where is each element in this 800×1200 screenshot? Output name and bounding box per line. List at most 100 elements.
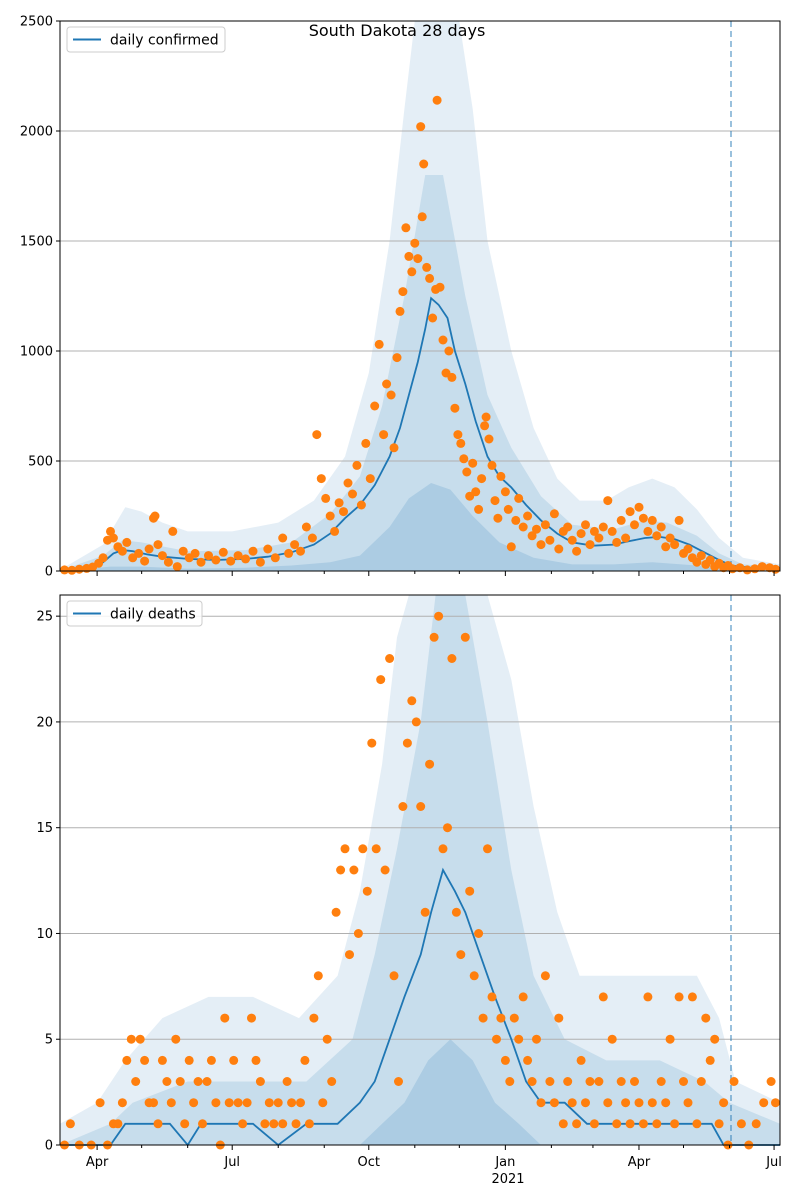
confirmed-data-point [389,443,399,453]
deaths-data-point [505,1077,515,1086]
deaths-data-point [149,1098,158,1108]
deaths-panel: 0 5 10 15 20 25 Apr Jul Oct Jan Apr Jul daily deat… [36,594,782,1170]
deaths-data-point [647,1098,657,1108]
deaths-data-point [496,1013,506,1023]
confirmed-data-point [422,262,432,272]
deaths-data-point [598,992,608,1002]
deaths-data-point [710,1034,720,1044]
confirmed-data-point [696,551,706,561]
confirmed-data-point [490,496,500,506]
confirmed-data-point [330,526,340,536]
deaths-data-point [456,950,466,960]
deaths-data-point [398,802,408,811]
deaths-data-point [549,1098,559,1108]
deaths-data-point [771,1098,780,1108]
deaths-data-point [465,886,475,896]
confirmed-data-point [122,537,132,547]
deaths-data-point [95,1098,105,1108]
confirmed-data-point [493,513,503,523]
confirmed-data-point [771,564,780,574]
deaths-data-point [318,1098,328,1108]
confirmed-data-point [361,438,371,448]
deaths-y-tick-label: 25 [36,610,53,625]
deaths-data-point [353,929,363,938]
confirmed-data-point [374,339,384,349]
confirmed-data-point [594,533,604,543]
confirmed-data-point [692,557,702,567]
deaths-data-point [385,654,395,663]
deaths-axes-frame [59,594,781,1146]
confirmed-data-point [540,520,550,530]
confirmed-data-point [612,537,622,547]
deaths-data-point [411,717,421,727]
confirmed-data-point [290,540,300,550]
deaths-data-point [474,929,484,938]
deaths-data-point [229,1055,239,1065]
deaths-data-point [643,992,653,1002]
confirmed-data-point [705,555,715,565]
confirmed-data-point [67,565,77,575]
confirmed-data-point [395,306,405,316]
deaths-data-point [705,1055,715,1065]
deaths-data-point [492,1034,501,1044]
deaths-y-tick-label: 0 [45,1139,53,1154]
deaths-data-point [113,1119,123,1129]
confirmed-data-point [157,551,167,561]
deaths-data-point [327,1077,337,1086]
confirmed-data-point [511,515,521,525]
deaths-data-point [260,1119,270,1129]
confirmed-data-point [757,562,767,572]
deaths-data-point [447,654,457,663]
deaths-data-point [714,1119,724,1129]
deaths-data-point [402,738,412,748]
confirmed-data-point [140,556,150,566]
confirmed-data-point [674,515,684,525]
confirmed-legend-box [66,26,226,53]
deaths-data-point [117,1098,127,1108]
deaths-data-point [523,1055,533,1065]
deaths-data-point [607,1034,617,1044]
confirmed-axes-frame [59,20,781,572]
deaths-data-point [514,1034,524,1044]
deaths-band-lower [60,1039,780,1145]
deaths-data-point [500,1055,510,1065]
confirmed-data-point [370,401,380,411]
deaths-data-point [184,1055,194,1065]
confirmed-legend: daily confirmed [66,26,226,53]
deaths-data-point [171,1034,181,1044]
confirmed-y-tick-label: 1500 [20,235,53,250]
confirmed-data-point [284,548,294,558]
confirmed-data-point [523,511,533,521]
confirmed-data-point [392,353,402,363]
confirmed-data-point [150,511,160,521]
confirmed-data-point [607,526,617,536]
deaths-data-point [238,1119,248,1129]
deaths-data-point [380,865,390,875]
confirmed-data-point [630,520,639,530]
deaths-data-point [634,1098,644,1108]
deaths-x-axis-ticks: Apr Jul Oct Jan Apr Jul [86,1145,782,1170]
deaths-data-point [518,992,528,1002]
confirmed-data-point [496,471,506,481]
confirmed-data-point [616,515,626,525]
confirmed-data-point [248,546,258,556]
deaths-data-point [420,907,430,917]
confirmed-data-point [670,540,680,550]
deaths-data-point [540,971,550,981]
confirmed-data-point [321,493,331,503]
confirmed-data-point [404,251,414,261]
deaths-data-point [674,992,684,1002]
confirmed-data-point [735,563,745,573]
deaths-data-point [242,1098,252,1108]
confirmed-data-point [503,504,513,514]
confirmed-data-point [567,535,577,545]
deaths-series-line [60,867,780,1147]
deaths-data-point [345,950,354,960]
confirmed-data-point [554,544,564,554]
deaths-x-tick-label: Jan [494,1155,515,1170]
deaths-data-point [358,844,368,854]
deaths-data-point [532,1034,541,1044]
deaths-data-point [589,1119,599,1129]
confirmed-data-point [487,460,497,470]
